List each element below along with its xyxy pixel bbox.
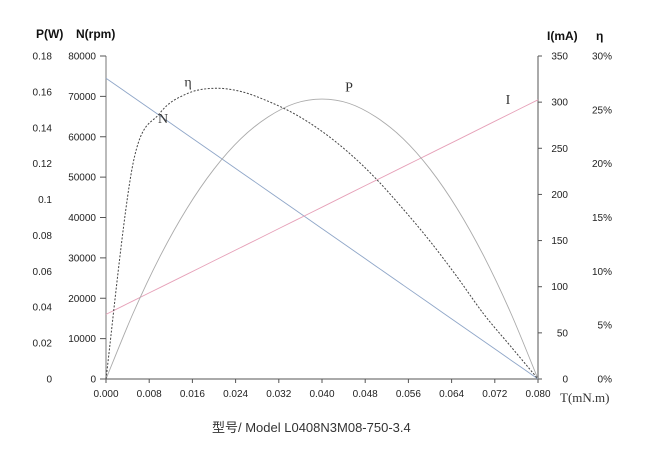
n-axis-tick-label: 30000	[68, 253, 96, 264]
i-axis-tick-label: 50	[557, 328, 569, 339]
x-tick-label: 0.048	[353, 389, 378, 400]
axes-group: 0.000 0.008 0.016 0.024 0.032 0.040 0.048 0.056…	[33, 52, 613, 401]
chart-caption: 型号/ Model L0408N3M08-750-3.4	[212, 420, 411, 435]
n-axis-tick-label: 50000	[68, 173, 96, 184]
x-tick-label: 0.072	[482, 389, 507, 400]
eta-axis-tick-label: 30%	[592, 52, 612, 63]
eta-axis-tick-label: 20%	[592, 159, 612, 170]
i-axis-tick-label: 250	[551, 144, 568, 155]
series-group	[105, 77, 539, 380]
x-tick-label: 0.008	[137, 389, 162, 400]
eta-axis-tick-label: 5%	[598, 321, 613, 332]
series-line-i	[105, 99, 539, 315]
p-axis-title: P(W)	[36, 27, 63, 41]
series-line-eta	[105, 87, 539, 380]
x-tick-label: 0.040	[309, 389, 334, 400]
p-axis-tick-label: 0	[46, 375, 52, 386]
x-tick-label: 0.024	[223, 389, 248, 400]
p-axis-tick-label: 0.08	[33, 231, 53, 242]
n-axis-tick-label: 60000	[68, 132, 96, 143]
x-tick-label: 0.064	[439, 389, 464, 400]
i-axis-tick-label: 0	[562, 375, 568, 386]
p-axis-tick-label: 0.18	[33, 52, 53, 63]
x-tick-label: 0.032	[266, 389, 291, 400]
series-label-i: I	[506, 93, 511, 108]
i-axis-tick-label: 150	[551, 236, 568, 247]
series-label-n: N	[158, 112, 168, 127]
n-axis-tick-label: 70000	[68, 92, 96, 103]
eta-axis-tick-label: 15%	[592, 213, 612, 224]
x-axis-title: T(mN.m)	[560, 390, 609, 405]
p-axis-tick-label: 0.1	[38, 195, 52, 206]
n-axis-tick-label: 0	[90, 375, 96, 386]
n-axis-tick-label: 40000	[68, 213, 96, 224]
labels-group: N I Pη	[158, 75, 511, 127]
n-axis-tick-label: 20000	[68, 294, 96, 305]
p-axis-tick-label: 0.06	[33, 267, 53, 278]
p-axis-tick-label: 0.16	[33, 87, 53, 98]
p-axis-tick-label: 0.04	[33, 303, 53, 314]
series-line-p	[105, 98, 539, 380]
i-axis-title: I(mA)	[547, 29, 578, 43]
p-axis-tick-label: 0.12	[33, 159, 53, 170]
x-tick-label: 0.056	[396, 389, 421, 400]
i-axis-tick-label: 300	[551, 98, 568, 109]
n-axis-title: N(rpm)	[76, 27, 115, 41]
x-tick-label: 0.080	[525, 389, 550, 400]
eta-axis-tick-label: 10%	[592, 267, 612, 278]
p-axis-tick-label: 0.02	[33, 339, 53, 350]
eta-axis-tick-label: 25%	[592, 105, 612, 116]
series-label-p: P	[345, 80, 353, 95]
i-axis-tick-label: 100	[551, 282, 568, 293]
eta-axis-title: η	[596, 29, 603, 43]
i-axis-tick-label: 350	[551, 52, 568, 63]
i-axis-tick-label: 200	[551, 190, 568, 201]
series-line-n	[105, 77, 539, 380]
n-axis-tick-label: 80000	[68, 52, 96, 63]
x-tick-label: 0.000	[93, 389, 118, 400]
series-label-eta: η	[184, 75, 191, 90]
eta-axis-tick-label: 0%	[598, 375, 613, 386]
x-tick-label: 0.016	[180, 389, 205, 400]
p-axis-tick-label: 0.14	[33, 123, 53, 134]
n-axis-tick-label: 10000	[68, 334, 96, 345]
